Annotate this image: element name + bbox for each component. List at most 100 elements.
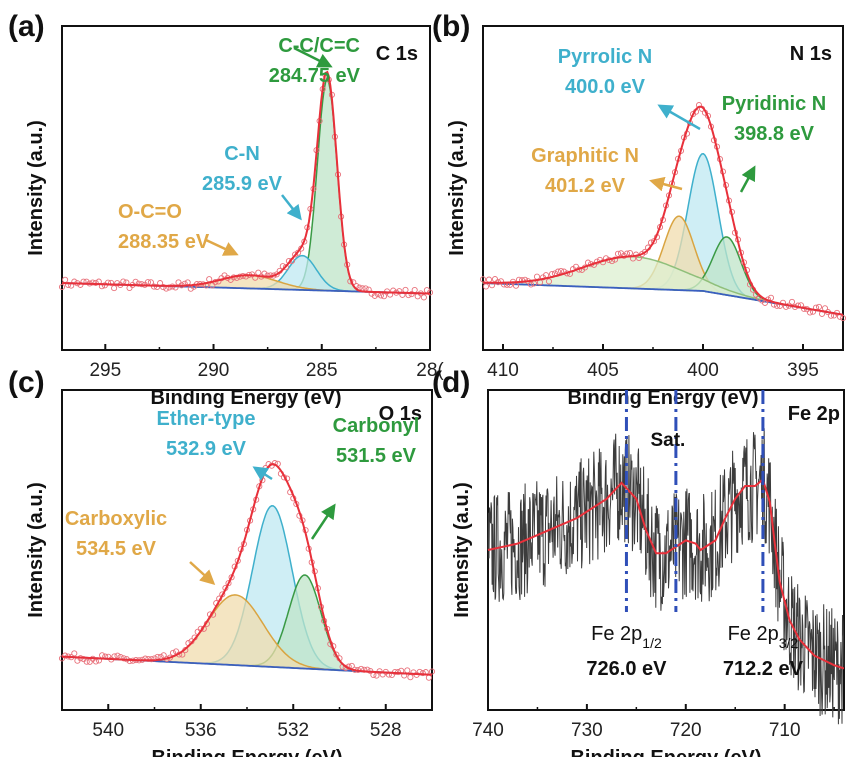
data-point (160, 284, 167, 291)
annotation-arrow (657, 104, 701, 131)
panel-label: (d) (432, 366, 470, 399)
plot-frame (482, 25, 844, 351)
x-tick-label: 395 (787, 360, 819, 381)
reference-energy-label: 712.2 eV (723, 658, 804, 680)
data-point (89, 279, 96, 286)
component-peak (482, 153, 844, 316)
envelope-curve (483, 105, 844, 316)
x-tick-label: 720 (670, 720, 702, 741)
x-tick-label: 532 (277, 720, 309, 741)
data-point (371, 292, 378, 299)
data-point (83, 658, 90, 665)
peak-annotation: O-C=O (118, 201, 182, 223)
peak-annotation: Graphitic N (531, 145, 639, 167)
peak-annotation: 532.9 eV (166, 438, 247, 460)
envelope-curve (61, 70, 430, 295)
data-point (839, 315, 847, 322)
data-point (273, 271, 280, 278)
data-point (497, 278, 505, 285)
peak-annotation: 288.35 eV (118, 231, 210, 253)
data-point (788, 298, 796, 305)
annotation-arrow (310, 503, 336, 540)
spectrum-panel: 740 730 720 710 Binding Energy (eV) Intensity… (432, 366, 845, 757)
panel-label: (b) (432, 10, 470, 43)
x-tick-label: 290 (198, 360, 230, 381)
x-axis-label: Binding Energy (eV) (151, 747, 342, 757)
annotation-arrow (649, 176, 683, 192)
data-point (650, 238, 658, 245)
data-point (362, 285, 369, 292)
data-point (419, 670, 426, 677)
x-axis-label: Binding Energy (eV) (570, 747, 761, 757)
data-point (485, 276, 493, 283)
x-tick-label: 528 (370, 720, 402, 741)
peak-annotation: Ether-type (157, 408, 256, 430)
annotation-arrow (189, 561, 216, 586)
data-point (411, 286, 418, 294)
satellite-label: Sat. (650, 430, 685, 451)
x-tick-label: 28( (416, 360, 444, 381)
data-point (545, 278, 553, 285)
data-point (160, 652, 167, 659)
y-axis-label: Intensity (a.u.) (25, 120, 47, 256)
data-point (420, 294, 427, 301)
peak-annotation: C-C/C=C (278, 35, 360, 57)
data-point (761, 299, 769, 306)
x-tick-label: 540 (92, 720, 124, 741)
data-point (126, 658, 133, 665)
data-point (225, 580, 232, 587)
data-point (175, 279, 182, 286)
x-tick-label: 295 (89, 360, 121, 381)
raw-spectrum (487, 428, 845, 725)
annotation-arrow (281, 194, 302, 221)
x-tick-label: 740 (472, 720, 504, 741)
data-point (114, 280, 121, 287)
data-point (554, 268, 562, 275)
data-point (282, 264, 289, 271)
peak-annotation: Carbonyl (333, 415, 420, 437)
peak-annotation: 285.9 eV (202, 173, 283, 195)
data-point (108, 279, 115, 286)
data-point (138, 281, 145, 288)
data-point (62, 652, 69, 659)
fit-curve (487, 477, 845, 670)
spectrum-title: O 1s (379, 403, 422, 425)
spectrum-title: N 1s (790, 43, 832, 65)
panel-label: (a) (8, 10, 45, 43)
x-tick-label: 405 (587, 360, 619, 381)
peak-annotation: 534.5 eV (76, 538, 157, 560)
data-point (414, 293, 421, 300)
data-point (407, 674, 414, 681)
spectrum-title: C 1s (376, 43, 418, 65)
data-point (126, 284, 133, 292)
data-point (396, 288, 403, 295)
annotation-arrow (293, 46, 333, 68)
data-point (62, 276, 69, 283)
data-point (518, 277, 526, 284)
reference-line-label: Fe 2p3/2 (728, 623, 799, 651)
x-tick-label: 710 (769, 720, 801, 741)
data-point (425, 674, 432, 681)
peak-annotation: 531.5 eV (336, 445, 417, 467)
y-axis-label: Intensity (a.u.) (451, 482, 473, 618)
peak-annotation: C-N (224, 143, 260, 165)
peak-annotation: Pyrrolic N (558, 46, 652, 68)
data-point (482, 283, 490, 290)
y-axis-label: Intensity (a.u.) (446, 120, 468, 256)
annotation-arrow (252, 466, 273, 481)
data-point (145, 655, 152, 663)
data-point (120, 278, 127, 285)
peak-annotation: 284.75 eV (269, 65, 361, 87)
x-tick-label: 536 (185, 720, 217, 741)
data-point (292, 251, 299, 258)
data-point (206, 276, 213, 283)
data-point (111, 285, 118, 292)
peak-annotation: Pyridinic N (722, 93, 826, 115)
x-tick-label: 730 (571, 720, 603, 741)
data-point (114, 652, 121, 659)
data-point (527, 281, 535, 288)
spectrum-panel: 295 290 285 28(Binding Energy (eV) Intensity… (8, 10, 444, 409)
annotation-arrow (205, 238, 239, 256)
x-tick-label: 285 (306, 360, 338, 381)
